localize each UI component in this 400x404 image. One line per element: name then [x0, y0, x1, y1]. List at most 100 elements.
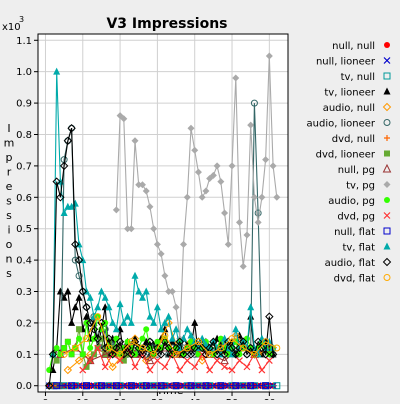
data-point [116, 357, 124, 365]
data-point [53, 345, 60, 352]
data-point [242, 350, 252, 359]
data-point [257, 343, 267, 353]
data-point [83, 382, 91, 390]
data-point [202, 382, 210, 390]
data-point [142, 343, 151, 353]
legend-label: dvd, flat [334, 274, 375, 285]
data-point [53, 67, 61, 75]
data-point [273, 193, 281, 201]
data-point [142, 287, 150, 295]
data-point [221, 209, 229, 217]
data-point [247, 303, 255, 311]
series-line [48, 128, 274, 386]
data-point [131, 137, 139, 145]
data-point [265, 312, 274, 321]
y-tick-label: 0.1 [16, 350, 32, 361]
data-point [139, 335, 146, 342]
data-point [71, 240, 80, 249]
y-axis-label-char: s [6, 209, 12, 222]
data-point [168, 288, 176, 296]
data-point [232, 325, 240, 333]
data-point [265, 357, 273, 365]
data-point [228, 335, 236, 343]
data-point [262, 156, 270, 164]
data-point [153, 343, 162, 353]
data-point [206, 350, 214, 358]
legend-label: null, null [332, 41, 375, 52]
data-point [224, 240, 232, 248]
data-point [250, 193, 258, 201]
data-point [269, 162, 277, 170]
data-point [183, 344, 191, 352]
data-point [135, 287, 143, 295]
data-point [64, 287, 72, 295]
data-point [150, 318, 158, 326]
data-point [143, 326, 150, 333]
legend-label: dvd, pg [337, 212, 375, 223]
data-point [268, 350, 278, 359]
y-axis-label-char: I [7, 122, 10, 135]
data-point [131, 271, 139, 279]
data-point [60, 209, 68, 216]
data-point [231, 350, 240, 359]
data-point [83, 312, 91, 320]
data-point [243, 231, 251, 239]
data-point [187, 124, 195, 132]
data-point [254, 218, 262, 226]
data-point [191, 146, 199, 154]
data-point [153, 357, 161, 365]
data-point [209, 171, 217, 179]
data-point [190, 343, 199, 353]
series-13 [49, 67, 277, 358]
series-layer [44, 52, 281, 390]
data-point [165, 312, 173, 320]
data-point [86, 357, 94, 365]
y-axis-label: Impressions [4, 122, 15, 280]
data-point [160, 337, 170, 346]
legend-marker [382, 163, 392, 173]
data-point [191, 363, 199, 371]
legend-marker [383, 212, 391, 219]
data-point [172, 350, 180, 358]
data-point [112, 343, 121, 353]
data-point [79, 351, 86, 358]
data-point [250, 99, 258, 107]
data-point [120, 357, 127, 364]
legend-label: tv, pg [346, 181, 375, 192]
chart-title: V3 Impressions [106, 16, 227, 32]
y-tick-label: 1.1 [16, 36, 32, 47]
data-point [74, 255, 84, 265]
y-tick-label: 0.3 [16, 287, 32, 298]
legend: null, null null, lioneer tv, null tv, lione… [307, 41, 392, 285]
legend-label: audio, pg [328, 196, 375, 207]
data-point [217, 178, 225, 186]
data-point [127, 338, 135, 346]
data-point [273, 382, 281, 390]
legend-marker [384, 150, 390, 157]
data-point [116, 300, 124, 308]
series-line [63, 315, 278, 356]
data-point [227, 343, 237, 353]
data-point [64, 338, 71, 345]
data-point [61, 345, 68, 352]
data-point [97, 287, 105, 295]
data-point [183, 325, 191, 333]
data-point [86, 293, 94, 301]
data-point [105, 303, 113, 311]
y-tick-label: 0.6 [16, 193, 32, 204]
data-point [183, 357, 191, 365]
data-point [220, 350, 229, 359]
data-point [232, 74, 240, 82]
data-point [176, 366, 184, 374]
data-point [68, 202, 76, 210]
legend-marker [383, 87, 391, 95]
data-point [197, 343, 207, 353]
data-point [85, 355, 95, 365]
data-point [53, 357, 60, 364]
data-point [157, 382, 165, 390]
legend-marker [384, 197, 390, 203]
y-axis-label-char: r [7, 166, 12, 179]
data-point [100, 343, 110, 353]
data-point [108, 362, 117, 372]
